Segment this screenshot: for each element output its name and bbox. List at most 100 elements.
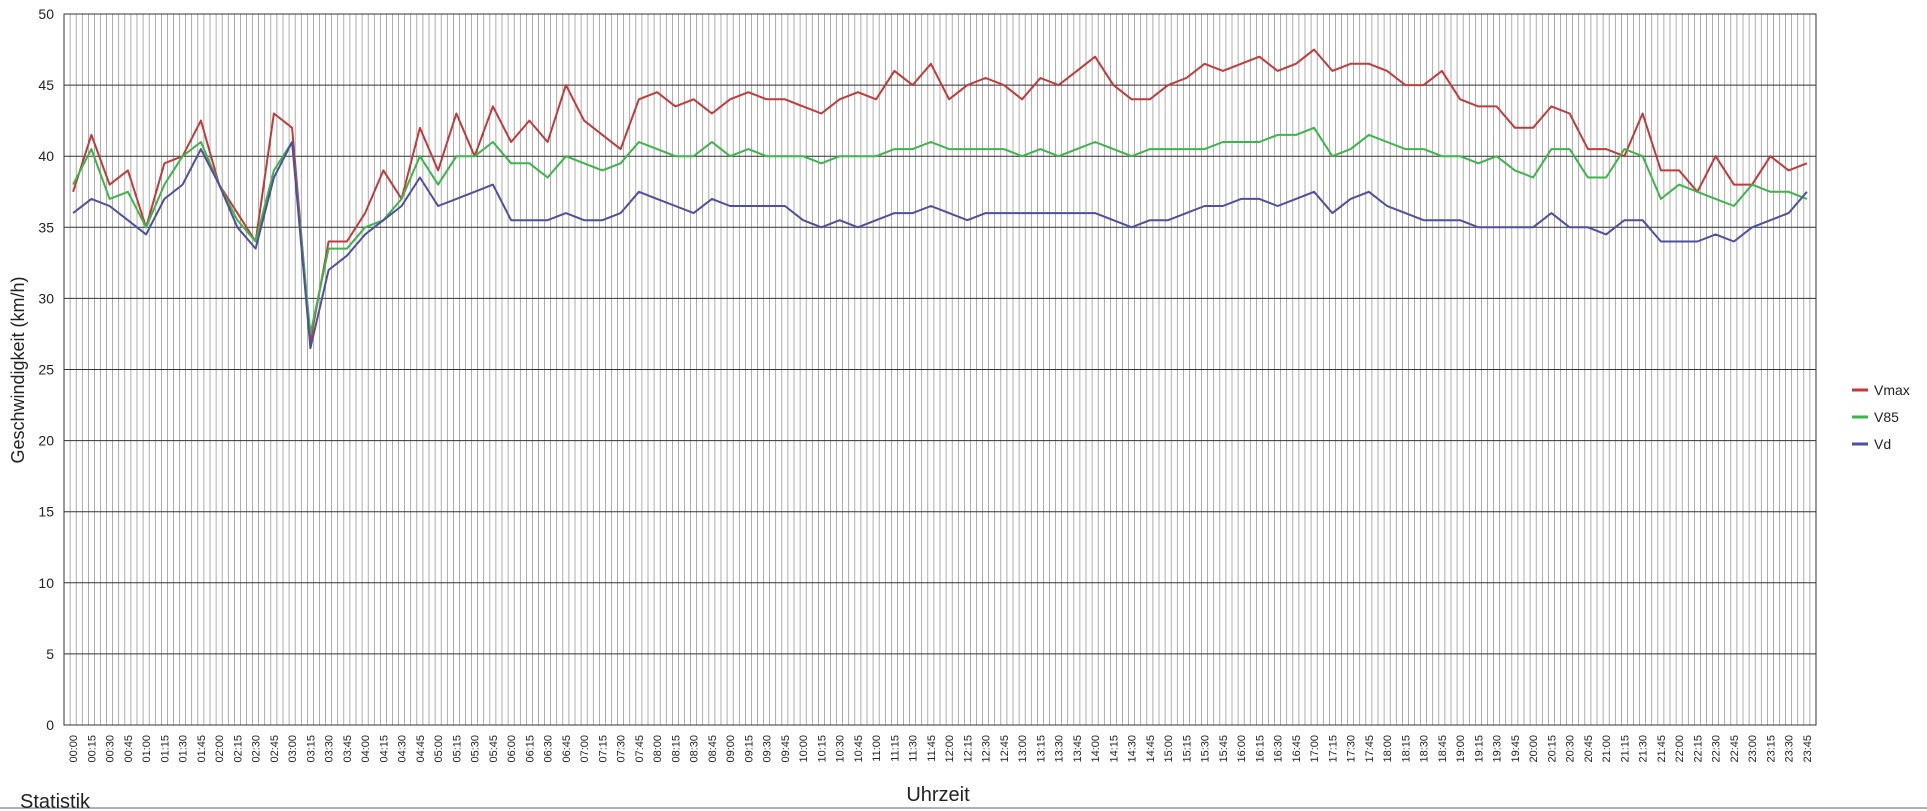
x-tick-label: 09:45: [780, 735, 792, 763]
x-tick-label: 22:00: [1674, 735, 1686, 763]
section-title: Statistik: [20, 791, 91, 811]
x-tick-label: 13:15: [1035, 735, 1047, 763]
x-tick-label: 03:30: [324, 735, 336, 763]
x-tick-label: 17:15: [1327, 735, 1339, 763]
x-tick-label: 03:00: [287, 735, 299, 763]
x-tick-label: 02:15: [232, 735, 244, 763]
y-tick-label: 30: [38, 290, 54, 306]
x-tick-label: 11:45: [926, 735, 938, 762]
x-tick-label: 17:45: [1364, 735, 1376, 763]
x-tick-label: 00:15: [86, 735, 98, 763]
y-tick-label: 10: [38, 575, 54, 591]
x-tick-label: 08:45: [707, 735, 719, 763]
x-tick-label: 16:15: [1254, 735, 1266, 763]
x-tick-label: 19:00: [1455, 735, 1467, 763]
x-tick-label: 11:00: [871, 735, 883, 762]
y-tick-label: 35: [38, 219, 54, 235]
x-tick-label: 10:00: [798, 735, 810, 763]
x-tick-label: 02:45: [269, 735, 281, 763]
x-axis-title: Uhrzeit: [906, 784, 970, 806]
x-tick-label: 01:45: [196, 735, 208, 763]
x-tick-label: 14:45: [1145, 735, 1157, 763]
x-tick-label: 16:00: [1236, 735, 1248, 763]
x-tick-label: 01:15: [159, 735, 171, 763]
x-tick-label: 20:30: [1565, 735, 1577, 763]
x-tick-label: 04:45: [415, 735, 427, 763]
x-tick-label: 07:00: [579, 735, 591, 763]
x-tick-label: 21:45: [1656, 735, 1668, 763]
x-tick-label: 08:30: [689, 735, 701, 763]
y-tick-label: 50: [38, 6, 54, 22]
x-tick-label: 05:30: [470, 735, 482, 763]
x-tick-label: 23:00: [1747, 735, 1759, 763]
x-tick-label: 10:30: [835, 735, 847, 763]
x-tick-label: 04:00: [360, 735, 372, 763]
x-tick-label: 15:45: [1218, 735, 1230, 763]
x-tick-label: 23:15: [1765, 735, 1777, 763]
series-line: [72, 48, 1808, 343]
legend-label: Vd: [1874, 436, 1891, 452]
x-tick-label: 07:45: [634, 735, 646, 763]
x-tick-label: 12:00: [944, 735, 956, 763]
x-tick-label: 08:15: [670, 735, 682, 763]
x-tick-label: 21:30: [1638, 735, 1650, 763]
x-tick-label: 14:30: [1127, 735, 1139, 763]
x-tick-label: 05:45: [488, 735, 500, 763]
x-tick-label: 02:30: [251, 735, 263, 763]
x-tick-label: 03:15: [305, 735, 317, 763]
x-tick-label: 06:45: [561, 735, 573, 763]
x-tick-label: 08:00: [652, 735, 664, 763]
x-tick-label: 22:30: [1711, 735, 1723, 763]
x-tick-label: 15:30: [1200, 735, 1212, 763]
x-tick-label: 23:45: [1802, 735, 1814, 763]
x-tick-label: 22:45: [1729, 735, 1741, 763]
x-tick-label: 18:45: [1437, 735, 1449, 763]
x-tick-label: 18:15: [1400, 735, 1412, 763]
y-axis-title: Geschwindigkeit (km/h): [8, 276, 28, 463]
y-tick-label: 45: [38, 77, 54, 93]
x-tick-label: 12:45: [999, 735, 1011, 763]
x-tick-label: 12:15: [962, 735, 974, 763]
x-tick-label: 20:15: [1546, 735, 1558, 763]
y-tick-label: 20: [38, 433, 54, 449]
x-tick-label: 06:15: [524, 735, 536, 763]
y-tick-label: 5: [46, 646, 54, 662]
x-tick-label: 21:00: [1601, 735, 1613, 763]
x-tick-label: 13:45: [1072, 735, 1084, 763]
series-line: [72, 141, 1808, 350]
x-tick-label: 05:15: [451, 735, 463, 763]
x-tick-label: 15:00: [1163, 735, 1175, 763]
x-tick-label: 01:00: [141, 735, 153, 763]
x-tick-label: 19:15: [1473, 735, 1485, 763]
x-tick-label: 13:00: [1017, 735, 1029, 763]
y-tick-label: 15: [38, 504, 54, 520]
x-tick-label: 18:00: [1382, 735, 1394, 763]
legend-label: Vmax: [1874, 382, 1910, 398]
x-tick-label: 20:00: [1528, 735, 1540, 763]
x-tick-label: 19:45: [1510, 735, 1522, 763]
x-tick-label: 00:45: [123, 735, 135, 763]
x-tick-label: 03:45: [342, 735, 354, 763]
x-tick-label: 09:00: [725, 735, 737, 763]
x-tick-label: 19:30: [1492, 735, 1504, 763]
x-tick-label: 11:30: [908, 735, 920, 762]
x-tick-label: 13:30: [1054, 735, 1066, 763]
x-tick-label: 00:00: [68, 735, 80, 763]
x-tick-label: 12:30: [981, 735, 993, 763]
x-tick-label: 10:45: [853, 735, 865, 763]
x-tick-label: 07:15: [597, 735, 609, 763]
x-tick-label: 09:15: [743, 735, 755, 763]
plot-frame: [63, 13, 1817, 726]
x-tick-label: 02:00: [214, 735, 226, 763]
x-tick-label: 04:30: [397, 735, 409, 763]
x-tick-label: 04:15: [378, 735, 390, 763]
legend-label: V85: [1874, 409, 1899, 425]
x-tick-label: 20:45: [1583, 735, 1595, 763]
x-tick-label: 22:15: [1692, 735, 1704, 763]
x-tick-label: 01:30: [178, 735, 190, 763]
x-tick-label: 17:00: [1309, 735, 1321, 763]
x-tick-label: 05:00: [433, 735, 445, 763]
y-tick-label: 25: [38, 362, 54, 378]
